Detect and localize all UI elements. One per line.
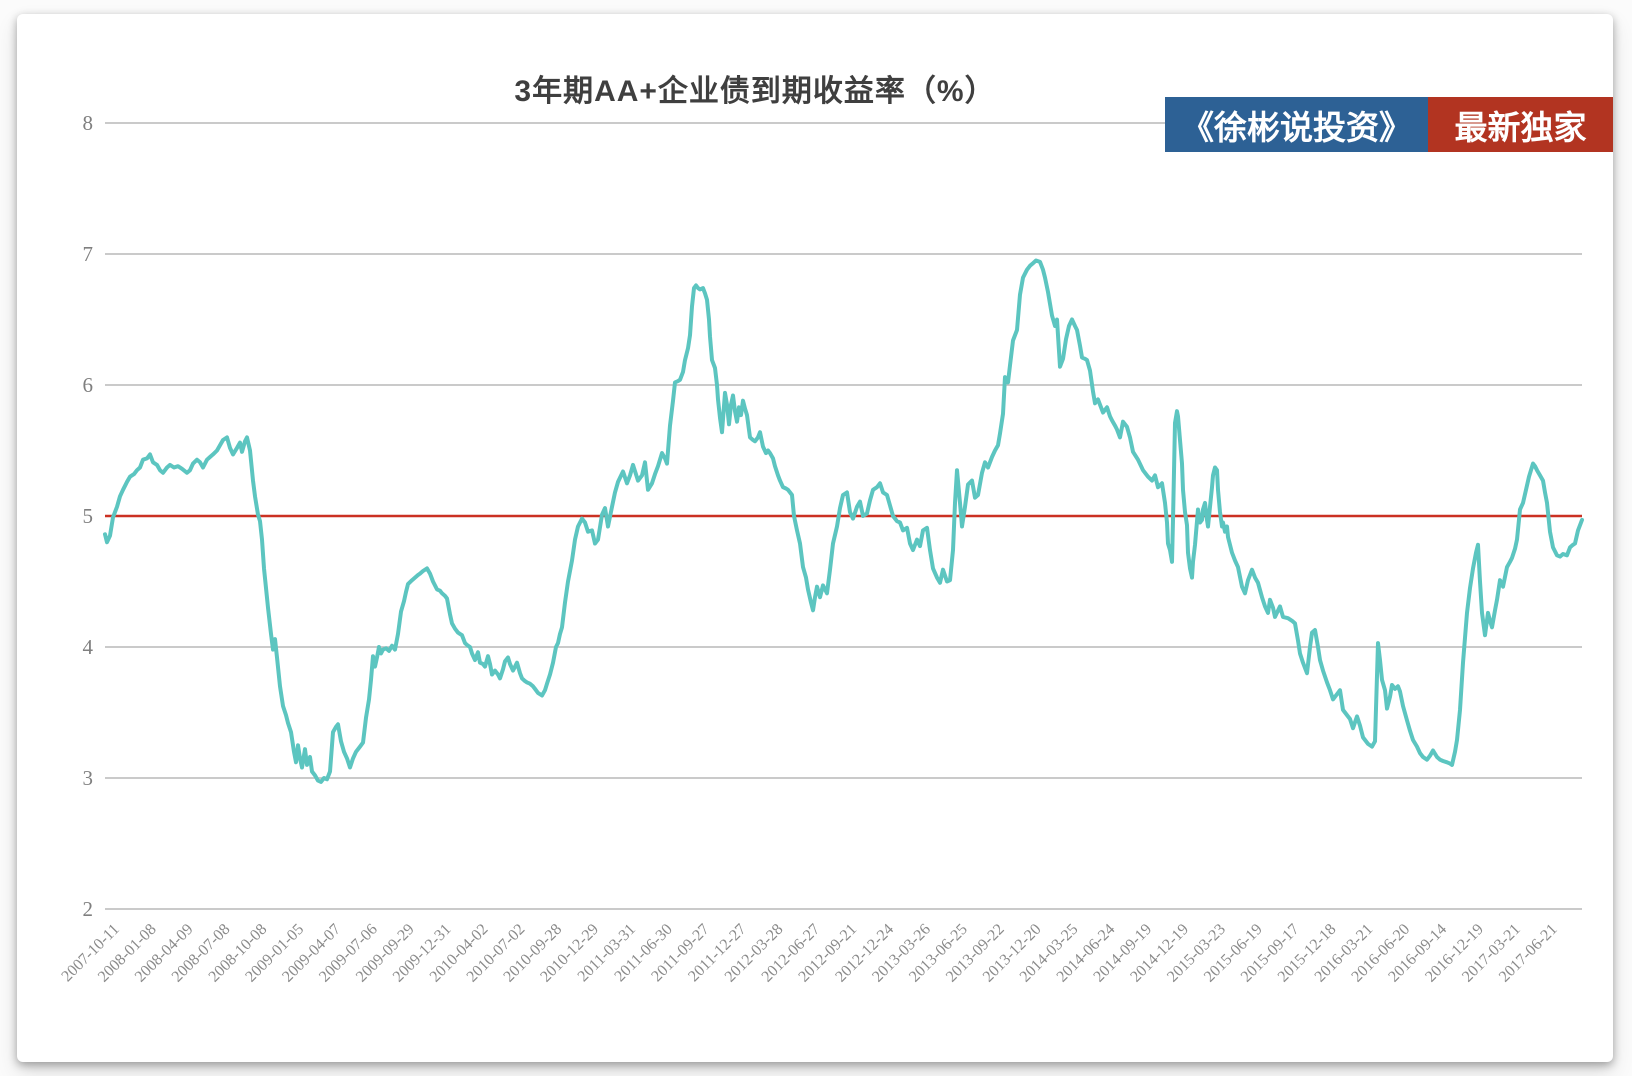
chart-title: 3年期AA+企业债到期收益率（%） bbox=[514, 75, 996, 108]
y-tick-label: 5 bbox=[83, 504, 94, 528]
exclusive-badge: 最新独家 bbox=[1428, 97, 1613, 152]
brand-badge: 《徐彬说投资》 bbox=[1165, 97, 1428, 152]
y-tick-label: 7 bbox=[83, 242, 94, 266]
y-tick-label: 2 bbox=[83, 897, 94, 921]
chart-card bbox=[17, 14, 1613, 1062]
y-tick-label: 8 bbox=[83, 111, 94, 135]
y-tick-label: 6 bbox=[83, 373, 94, 397]
y-tick-label: 3 bbox=[83, 766, 94, 790]
watermark-badge: 《徐彬说投资》 最新独家 bbox=[1165, 97, 1613, 152]
y-tick-label: 4 bbox=[83, 635, 94, 659]
series-line bbox=[103, 258, 1584, 784]
